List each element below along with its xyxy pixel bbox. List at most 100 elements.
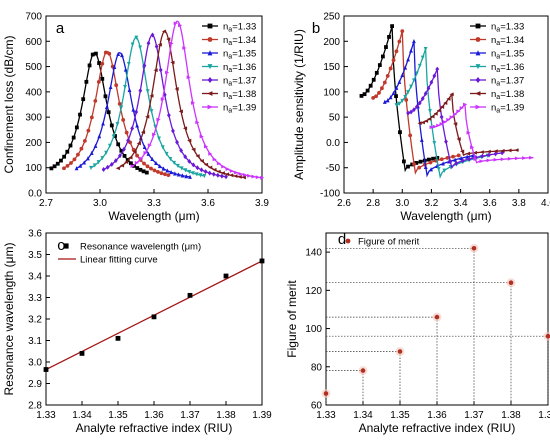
data-point	[456, 153, 461, 158]
data-point	[108, 84, 113, 90]
y-tick-label: 500	[25, 62, 42, 73]
data-point	[529, 155, 534, 160]
y-tick-label: 200	[323, 37, 340, 48]
data-point	[507, 148, 512, 153]
data-point	[453, 157, 458, 162]
data-point	[473, 157, 478, 161]
data-point	[191, 162, 196, 168]
y-tick-label: 3.3	[28, 293, 42, 304]
data-point	[188, 174, 192, 179]
data-point	[428, 160, 433, 165]
data-point	[241, 175, 246, 180]
data-point	[409, 109, 413, 115]
data-point	[203, 169, 208, 175]
data-point	[368, 83, 373, 88]
legend-marker	[475, 104, 481, 110]
x-axis-label: Analyte refractive index (RIU)	[359, 421, 516, 435]
panel-d: 1.33 1.34 1.35 1.36 1.37 1.38 1.39 60 80 100 120 14…	[285, 231, 550, 435]
data-point	[79, 351, 85, 356]
y-tick-label: 400	[25, 87, 42, 98]
data-point	[229, 173, 234, 178]
data-point	[162, 92, 167, 98]
data-point	[62, 154, 67, 159]
data-point	[423, 46, 428, 52]
legend-item: na=1.39	[470, 103, 524, 115]
data-point	[400, 98, 405, 104]
data-point	[118, 153, 122, 159]
data-point	[108, 143, 112, 149]
data-point	[158, 67, 163, 73]
legend-label: na=1.37	[223, 76, 256, 88]
data-point	[211, 171, 216, 177]
data-point	[122, 146, 126, 152]
data-point	[178, 23, 183, 28]
data-point	[432, 73, 437, 79]
x-tick-label: 2.8	[366, 198, 380, 209]
data-point	[194, 172, 199, 177]
data-point	[122, 154, 127, 158]
x-tick-label: 1.33	[36, 410, 56, 421]
data-point	[134, 160, 140, 165]
data-point	[154, 160, 158, 166]
data-point	[78, 112, 82, 117]
legend-marker	[207, 37, 213, 42]
data-point	[221, 164, 226, 169]
data-point	[170, 60, 175, 65]
data-point	[152, 132, 157, 137]
data-point	[182, 46, 187, 50]
x-tick-label: 3.2	[424, 198, 438, 209]
data-point	[130, 42, 135, 47]
data-point	[471, 245, 477, 251]
y-tick-label: 50	[329, 113, 341, 124]
data-point	[116, 142, 121, 147]
data-point	[92, 163, 97, 168]
data-point	[89, 115, 94, 120]
y-tick-label: 0.0	[326, 138, 340, 149]
data-point	[152, 168, 157, 173]
data-point	[406, 110, 411, 116]
data-point	[453, 121, 458, 126]
data-point	[426, 85, 431, 91]
data-point	[414, 71, 419, 76]
series-1.39	[130, 20, 265, 180]
data-point	[100, 76, 105, 81]
legend-marker	[475, 23, 481, 29]
data-point	[142, 144, 147, 149]
data-point	[408, 133, 413, 138]
legend-label: na=1.39	[223, 103, 256, 115]
x-tick-label: 1.39	[538, 410, 550, 421]
x-tick-label: 1.35	[390, 410, 410, 421]
data-point	[150, 32, 155, 38]
legend-marker	[207, 91, 213, 96]
data-point	[220, 171, 225, 175]
data-point	[134, 109, 139, 115]
data-point	[434, 314, 440, 320]
data-point	[146, 151, 151, 156]
data-point	[119, 105, 124, 110]
data-point	[514, 148, 519, 153]
legend: Figure of merit	[345, 237, 420, 248]
x-tick-label: 2.7	[39, 198, 53, 209]
data-point	[429, 79, 434, 85]
data-point	[486, 158, 491, 163]
data-point	[101, 167, 106, 173]
data-point	[96, 160, 101, 165]
data-point	[207, 170, 212, 176]
data-point	[190, 101, 196, 105]
data-point	[224, 174, 228, 180]
data-point	[398, 130, 402, 135]
legend-label: na=1.38	[491, 89, 524, 101]
data-point	[371, 96, 376, 100]
y-tick-label: 3.2	[28, 315, 42, 326]
data-point	[359, 94, 364, 98]
data-point	[157, 136, 161, 141]
data-point	[419, 137, 424, 142]
data-point	[423, 164, 428, 169]
data-point	[119, 163, 125, 168]
data-point	[72, 157, 77, 162]
data-point	[449, 115, 454, 120]
data-point	[171, 128, 175, 134]
data-point	[381, 54, 385, 59]
data-point	[387, 35, 391, 39]
data-point	[195, 154, 200, 158]
